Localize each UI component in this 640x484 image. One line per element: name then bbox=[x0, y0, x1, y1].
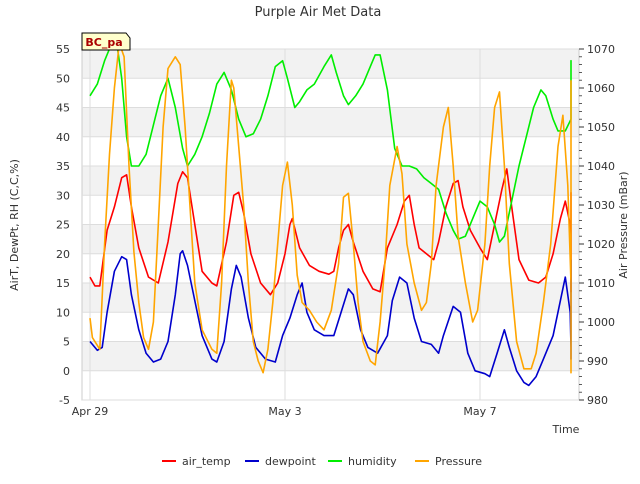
series-line-humidity bbox=[89, 42, 572, 243]
y-axis-label-right: Air Pressure (mBar) bbox=[617, 171, 630, 278]
right-tick-label: 980 bbox=[587, 394, 608, 407]
background-band bbox=[82, 283, 579, 313]
right-tick-label: 1070 bbox=[587, 43, 615, 56]
badge-shape bbox=[81, 32, 131, 51]
left-tick-label: 50 bbox=[56, 72, 70, 85]
left-tick-label: 40 bbox=[56, 131, 70, 144]
x-tick-label: Apr 29 bbox=[72, 405, 109, 418]
right-tick-label: 1030 bbox=[587, 199, 615, 212]
legend-label: Pressure bbox=[435, 455, 482, 468]
legend-label: humidity bbox=[348, 455, 397, 468]
left-tick-label: 5 bbox=[63, 336, 70, 349]
x-axis-label: Time bbox=[552, 423, 580, 436]
chart-title: Purple Air Met Data bbox=[255, 5, 382, 20]
left-axis-ticks: -5 0 5 10 15 20 25 30 35 40 45 50 55 bbox=[56, 43, 70, 407]
left-tick-label: 25 bbox=[56, 219, 70, 232]
badge-label: BC_pa bbox=[85, 36, 122, 49]
left-tick-label: -5 bbox=[59, 394, 70, 407]
right-tick-label: 1010 bbox=[587, 277, 615, 290]
background-band bbox=[82, 341, 579, 371]
left-tick-label: 0 bbox=[63, 365, 70, 378]
station-badge: BC_pa bbox=[81, 32, 131, 51]
right-tick-label: 1040 bbox=[587, 160, 615, 173]
legend-label: air_temp bbox=[182, 455, 231, 468]
x-tick-label: May 7 bbox=[463, 405, 496, 418]
series-line-air-temp bbox=[89, 168, 572, 296]
series-line-pressure bbox=[89, 42, 572, 374]
y-axis-label-left: AirT, DewPt, RH (C,C,%) bbox=[8, 159, 21, 291]
legend-label: dewpoint bbox=[265, 455, 316, 468]
right-tick-label: 990 bbox=[587, 355, 608, 368]
right-tick-label: 1060 bbox=[587, 82, 615, 95]
left-tick-label: 30 bbox=[56, 189, 70, 202]
background-band bbox=[82, 166, 579, 196]
right-axis-ticks: 980 990 1000 1010 1020 1030 1040 1050 1060 1070 bbox=[579, 43, 615, 407]
legend: air_temp dewpoint humidity Pressure bbox=[162, 455, 482, 468]
x-axis-ticks: Apr 29 May 3 May 7 bbox=[72, 405, 497, 418]
left-tick-label: 55 bbox=[56, 43, 70, 56]
background-band bbox=[82, 49, 579, 79]
series-group bbox=[89, 42, 572, 387]
plot-background-bands bbox=[82, 49, 579, 371]
right-tick-label: 1050 bbox=[587, 121, 615, 134]
left-tick-label: 45 bbox=[56, 102, 70, 115]
left-tick-label: 20 bbox=[56, 248, 70, 261]
right-tick-label: 1020 bbox=[587, 238, 615, 251]
left-tick-label: 10 bbox=[56, 306, 70, 319]
left-tick-label: 15 bbox=[56, 277, 70, 290]
right-tick-label: 1000 bbox=[587, 316, 615, 329]
series-line-dewpoint bbox=[89, 250, 572, 387]
left-tick-label: 35 bbox=[56, 160, 70, 173]
x-tick-label: May 3 bbox=[268, 405, 301, 418]
